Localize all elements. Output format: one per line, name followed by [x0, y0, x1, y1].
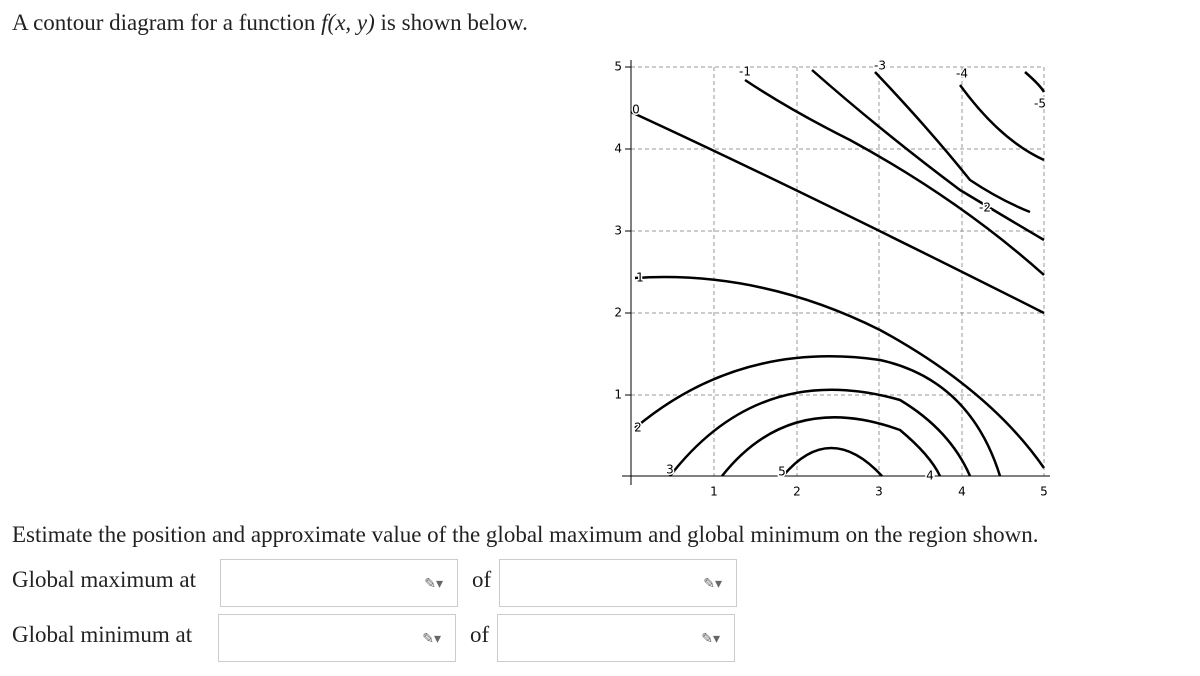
contour-label: -3 — [874, 59, 886, 73]
of: of — [470, 622, 490, 647]
pencil-icon[interactable]: ✎▾ — [701, 631, 720, 647]
contour-label: 0 — [632, 103, 640, 117]
input-box[interactable]: ✎▾ — [499, 559, 737, 607]
input-box[interactable]: ✎▾ — [220, 559, 458, 607]
input-box[interactable]: ✎▾ — [218, 614, 456, 662]
intro-end: is shown below. — [380, 10, 528, 35]
x-tick-label: 5 — [1040, 485, 1048, 499]
row-label: Global minimum at — [12, 622, 193, 647]
x-tick-label: 2 — [793, 485, 801, 499]
contour-label: 2 — [634, 421, 642, 435]
row-label: Global maximum at — [12, 567, 196, 592]
y-tick-label: 4 — [614, 142, 622, 156]
contour-label: -5 — [1034, 97, 1046, 111]
of: of — [472, 567, 492, 592]
x-tick-label: 3 — [875, 485, 883, 499]
contour-plot: 1 2 3 4 5 1 2 3 4 5 0 -1 -3 -4 -5 -2 1 2 3 5 4 — [614, 57, 1050, 499]
y-tick-label: 2 — [614, 306, 622, 320]
contour-label: 1 — [636, 271, 644, 285]
intro: A contour diagram for a function f(x, y)… — [12, 10, 528, 36]
contour-label: 3 — [666, 463, 674, 477]
pencil-icon[interactable]: ✎▾ — [703, 576, 722, 592]
contour-label: -4 — [956, 67, 968, 81]
contour-label: -1 — [739, 65, 751, 79]
y-tick-label: 1 — [614, 388, 622, 402]
x-tick-label: 4 — [958, 485, 966, 499]
function: f(x, y) — [321, 10, 375, 35]
x-tick-label: 1 — [710, 485, 718, 499]
pencil-icon[interactable]: ✎▾ — [422, 631, 441, 647]
y-tick-label: 5 — [614, 60, 622, 74]
contour-label: 5 — [778, 465, 786, 479]
contour-label: -2 — [979, 201, 991, 215]
y-tick-label: 3 — [614, 224, 622, 238]
contour-label: 4 — [926, 469, 934, 483]
pencil-icon[interactable]: ✎▾ — [424, 576, 443, 592]
input-box[interactable]: ✎▾ — [497, 614, 735, 662]
question: Estimate the position and approximate va… — [12, 522, 1039, 547]
intro-text: A contour diagram for a function — [12, 10, 316, 35]
